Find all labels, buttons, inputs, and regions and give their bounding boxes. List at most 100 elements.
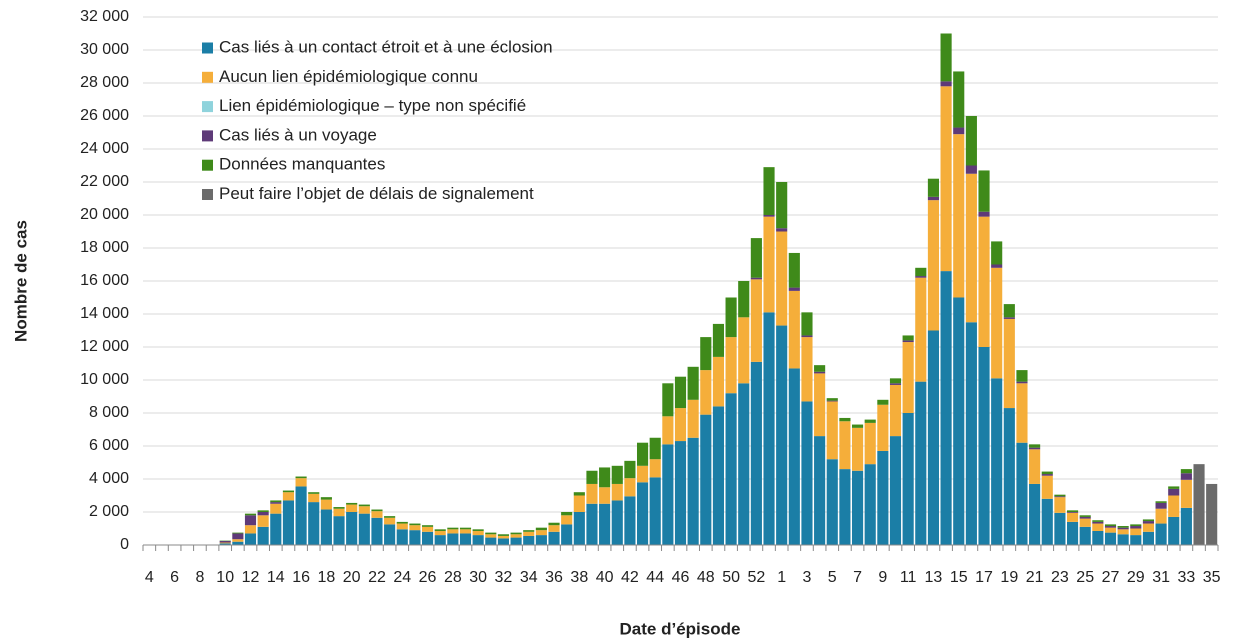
bar-segment — [1130, 524, 1142, 527]
x-tick-label: 30 — [469, 569, 487, 586]
legend-label: Aucun lien épidémiologique connu — [219, 67, 478, 86]
x-tick-label: 20 — [343, 569, 361, 586]
bar-segment — [308, 502, 320, 545]
bar-segment — [1079, 526, 1091, 545]
bar-segment — [940, 81, 952, 87]
x-tick-label: 23 — [1051, 569, 1069, 586]
bar-segment — [510, 537, 522, 545]
bar-segment — [1066, 510, 1079, 512]
bar-segment — [750, 279, 762, 362]
bar-segment — [459, 533, 472, 545]
bar-segment — [409, 523, 421, 526]
bar-segment — [1016, 383, 1028, 443]
bar-segment — [485, 534, 497, 538]
bar-segment — [763, 215, 775, 217]
bar-segment — [573, 512, 585, 545]
bar-segment — [801, 337, 813, 402]
bar-segment — [1054, 497, 1066, 513]
y-tick-label: 20 000 — [80, 206, 129, 223]
bar-segment — [358, 504, 370, 507]
bar-segment — [219, 542, 231, 544]
bar-segment — [725, 337, 737, 394]
bar-segment — [902, 340, 914, 343]
bar-segment — [662, 444, 674, 545]
x-tick-label: 10 — [216, 569, 234, 586]
bar-segment — [636, 482, 649, 545]
bar-segment — [244, 533, 257, 545]
bar-segment — [877, 450, 889, 545]
bar-segment — [965, 165, 977, 174]
x-tick-label: 1 — [777, 569, 786, 586]
bar-segment — [1066, 512, 1079, 513]
x-tick-label: 35 — [1203, 569, 1221, 586]
bar-segment — [1054, 494, 1066, 497]
bar-segment — [801, 401, 813, 545]
bar-segment — [814, 365, 826, 372]
y-tick-label: 6 000 — [89, 437, 129, 454]
bar-segment — [282, 500, 295, 545]
bar-segment — [864, 419, 876, 423]
bar-segment — [927, 178, 940, 197]
bar-segment — [510, 532, 522, 535]
bar-segment — [991, 267, 1003, 379]
bar-segment — [409, 530, 421, 545]
bar-segment — [662, 383, 674, 417]
y-tick-label: 28 000 — [80, 74, 129, 91]
bar-segment — [725, 297, 737, 338]
y-tick-label: 2 000 — [89, 503, 129, 520]
bar-segment — [826, 400, 838, 402]
legend-label: Cas liés à un contact étroit et à une éc… — [219, 37, 553, 56]
bar-segment — [902, 342, 914, 413]
bar-segment — [421, 525, 434, 527]
bar-segment — [915, 276, 927, 278]
bar-segment — [978, 170, 990, 212]
bar-segment — [472, 529, 484, 531]
bar-segment — [649, 477, 661, 545]
x-tick-label: 31 — [1152, 569, 1170, 586]
bar-segment — [1016, 381, 1028, 384]
bar-segment — [902, 335, 914, 341]
bar-segment — [1155, 501, 1167, 503]
bar-segment — [1180, 507, 1192, 545]
bar-segment — [1029, 483, 1041, 545]
bar-segment — [851, 470, 864, 545]
bar-segment — [687, 399, 699, 438]
bar-segment — [776, 231, 788, 326]
bar-segment — [965, 173, 977, 323]
x-tick-label: 7 — [853, 569, 862, 586]
bar-segment — [788, 368, 800, 545]
x-tick-label: 18 — [317, 569, 335, 586]
bar-segment — [409, 525, 421, 531]
bar-segment — [1003, 304, 1015, 318]
bar-segment — [1168, 495, 1180, 517]
bar-segment — [333, 508, 345, 517]
bar-segment — [1092, 520, 1104, 522]
bar-segment — [826, 401, 838, 460]
x-tick-label: 33 — [1177, 569, 1195, 586]
bar-segment — [978, 347, 990, 545]
legend-label: Peut faire l’objet de délais de signalem… — [219, 184, 534, 203]
bar-segment — [599, 467, 611, 488]
bar-segment — [244, 513, 257, 516]
x-tick-label: 34 — [520, 569, 538, 586]
bar-segment — [877, 404, 889, 451]
y-tick-label: 4 000 — [89, 470, 129, 487]
bar-segment — [586, 483, 598, 504]
bar-segment — [1016, 442, 1028, 545]
bar-segment — [1029, 449, 1041, 484]
x-tick-label: 22 — [368, 569, 386, 586]
bar-segment — [1041, 498, 1053, 545]
bar-segment — [384, 516, 396, 518]
bar-segment — [396, 521, 408, 524]
bar-segment — [814, 436, 826, 545]
bar-segment — [485, 537, 497, 545]
bar-segment — [573, 492, 585, 496]
bar-segment — [396, 523, 408, 530]
bar-segment — [611, 465, 623, 484]
bar-segment — [244, 525, 257, 534]
bar-segment — [953, 134, 965, 298]
bar-segment — [308, 493, 320, 503]
bar-segment — [763, 167, 775, 215]
x-tick-label: 4 — [145, 569, 154, 586]
bar-segment — [624, 460, 636, 479]
